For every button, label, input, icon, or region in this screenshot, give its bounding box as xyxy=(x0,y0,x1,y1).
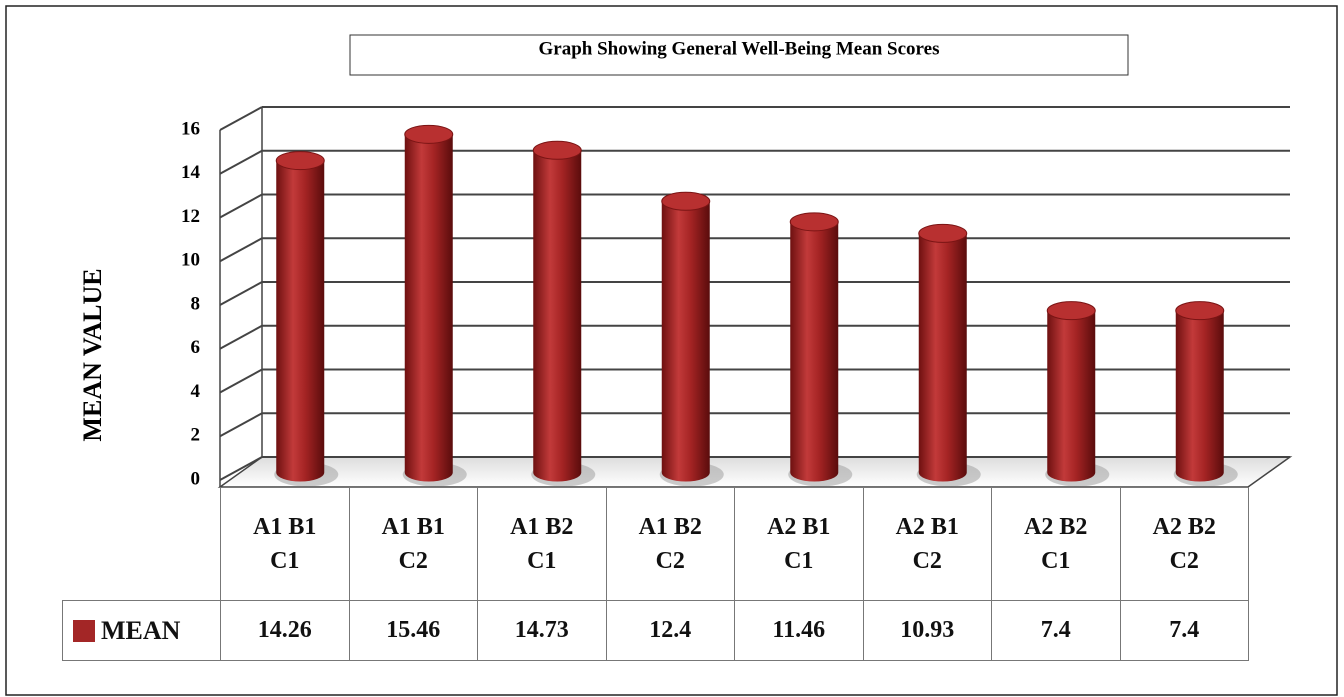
bar xyxy=(790,221,839,482)
value-label: 10.93 xyxy=(862,600,992,661)
bar xyxy=(1175,310,1224,482)
bar-top xyxy=(918,223,968,243)
value-label: 14.26 xyxy=(220,600,350,661)
x-tick-label: A2 B1 C2 xyxy=(862,487,992,601)
value-label: 12.4 xyxy=(605,600,735,661)
x-tick-label: A1 B1 C2 xyxy=(348,487,478,601)
y-tick-label: 2 xyxy=(191,425,201,446)
x-tick-label: A1 B2 C2 xyxy=(605,487,735,601)
x-tick-label-text: A1 B2 C2 xyxy=(638,514,702,574)
value-label: 15.46 xyxy=(348,600,478,661)
x-tick-label: A2 B2 C1 xyxy=(991,487,1121,601)
value-label-text: 14.26 xyxy=(257,617,312,643)
grid-line xyxy=(219,324,263,350)
bar-top xyxy=(1046,301,1096,321)
value-label-text: 14.73 xyxy=(514,617,569,643)
grid-line xyxy=(219,237,263,263)
x-tick-label: A1 B2 C1 xyxy=(477,487,607,601)
bar-top xyxy=(661,191,711,211)
bar-top xyxy=(404,124,454,144)
grid-line xyxy=(219,456,263,481)
value-label-text: 11.46 xyxy=(772,617,826,643)
value-label: 7.4 xyxy=(1119,600,1249,661)
grid-line xyxy=(219,368,263,394)
chart-title: Graph Showing General Well-Being Mean Sc… xyxy=(539,38,940,59)
bar-top xyxy=(1175,301,1225,321)
y-tick-label: 14 xyxy=(181,162,201,183)
title-box xyxy=(349,34,1129,76)
grid-line xyxy=(219,193,263,219)
bar-top xyxy=(532,140,582,160)
value-label-text: 7.4 xyxy=(1169,617,1200,643)
y-tick-label: 8 xyxy=(191,293,201,314)
value-label-text: 10.93 xyxy=(900,617,955,643)
y-tick-label: 10 xyxy=(181,250,200,271)
bar xyxy=(533,150,582,482)
grid-line xyxy=(219,149,263,175)
bar xyxy=(276,160,325,482)
bar xyxy=(661,201,710,482)
y-axis-label: MEAN VALUE xyxy=(78,268,107,441)
x-tick-label-text: A2 B1 C2 xyxy=(895,514,959,574)
grid-line xyxy=(219,281,263,306)
x-tick-label-text: A1 B2 C1 xyxy=(510,514,574,574)
value-label-text: 15.46 xyxy=(386,617,441,643)
x-tick-label-text: A1 B1 C2 xyxy=(381,514,445,574)
x-tick-label-text: A2 B2 C2 xyxy=(1152,514,1216,574)
grid-line xyxy=(219,412,263,438)
value-label: 7.4 xyxy=(991,600,1121,661)
y-tick-label: 6 xyxy=(191,337,201,358)
legend-swatch xyxy=(73,619,95,642)
value-label: 14.73 xyxy=(477,600,607,661)
floor xyxy=(217,456,1293,488)
bar xyxy=(404,134,453,482)
x-tick-label-text: A2 B2 C1 xyxy=(1024,514,1088,574)
y-tick-label: 0 xyxy=(191,468,201,489)
bar-top xyxy=(275,151,325,171)
legend-label: MEAN xyxy=(101,615,181,645)
bar xyxy=(918,233,967,482)
grid-line xyxy=(219,106,263,131)
legend: MEAN xyxy=(62,600,221,661)
x-tick-label-text: A2 B1 C1 xyxy=(767,514,831,574)
value-label-text: 7.4 xyxy=(1040,617,1071,643)
value-label: 11.46 xyxy=(734,600,864,661)
bar-top xyxy=(789,212,839,232)
bar xyxy=(1047,310,1096,482)
x-tick-label-text: A1 B1 C1 xyxy=(253,514,317,574)
x-tick-label: A2 B1 C1 xyxy=(734,487,864,601)
x-tick-label: A2 B2 C2 xyxy=(1119,487,1249,601)
y-tick-label: 12 xyxy=(181,206,200,227)
x-tick-label: A1 B1 C1 xyxy=(220,487,350,601)
y-tick-label: 4 xyxy=(191,381,201,402)
y-tick-label: 16 xyxy=(181,118,200,139)
value-label-text: 12.4 xyxy=(649,617,692,643)
frame xyxy=(5,5,1338,696)
